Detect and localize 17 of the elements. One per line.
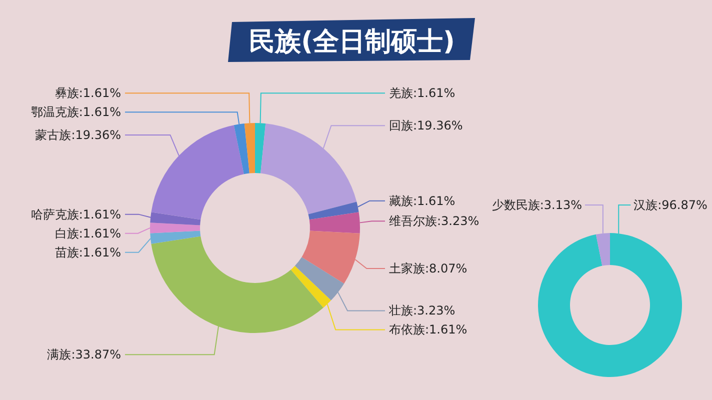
slice-label: 少数民族:3.13% <box>492 198 582 212</box>
slice-label: 汉族:96.87% <box>634 198 708 212</box>
chart-title: 民族(全日制硕士) <box>249 27 455 57</box>
slice-label: 满族:33.87% <box>47 348 121 362</box>
slice-label: 白族:1.61% <box>54 226 121 240</box>
slice-label: 彝族:1.61% <box>54 86 121 100</box>
slice-label: 土家族:8.07% <box>389 261 468 276</box>
slice-label: 羌族:1.61% <box>389 86 456 100</box>
slice-label: 布依族:1.61% <box>389 322 468 337</box>
slice-label: 蒙古族:19.36% <box>35 128 121 142</box>
slice-label: 维吾尔族:3.23% <box>389 214 480 228</box>
slice-label: 苗族:1.61% <box>54 245 121 260</box>
slice-label: 壮族:3.23% <box>388 304 456 318</box>
slice-label: 鄂温克族:1.61% <box>30 105 121 120</box>
slice-label: 藏族:1.61% <box>389 194 456 208</box>
slice-label: 回族:19.36% <box>389 118 463 133</box>
slice-label: 哈萨克族:1.61% <box>30 207 121 222</box>
